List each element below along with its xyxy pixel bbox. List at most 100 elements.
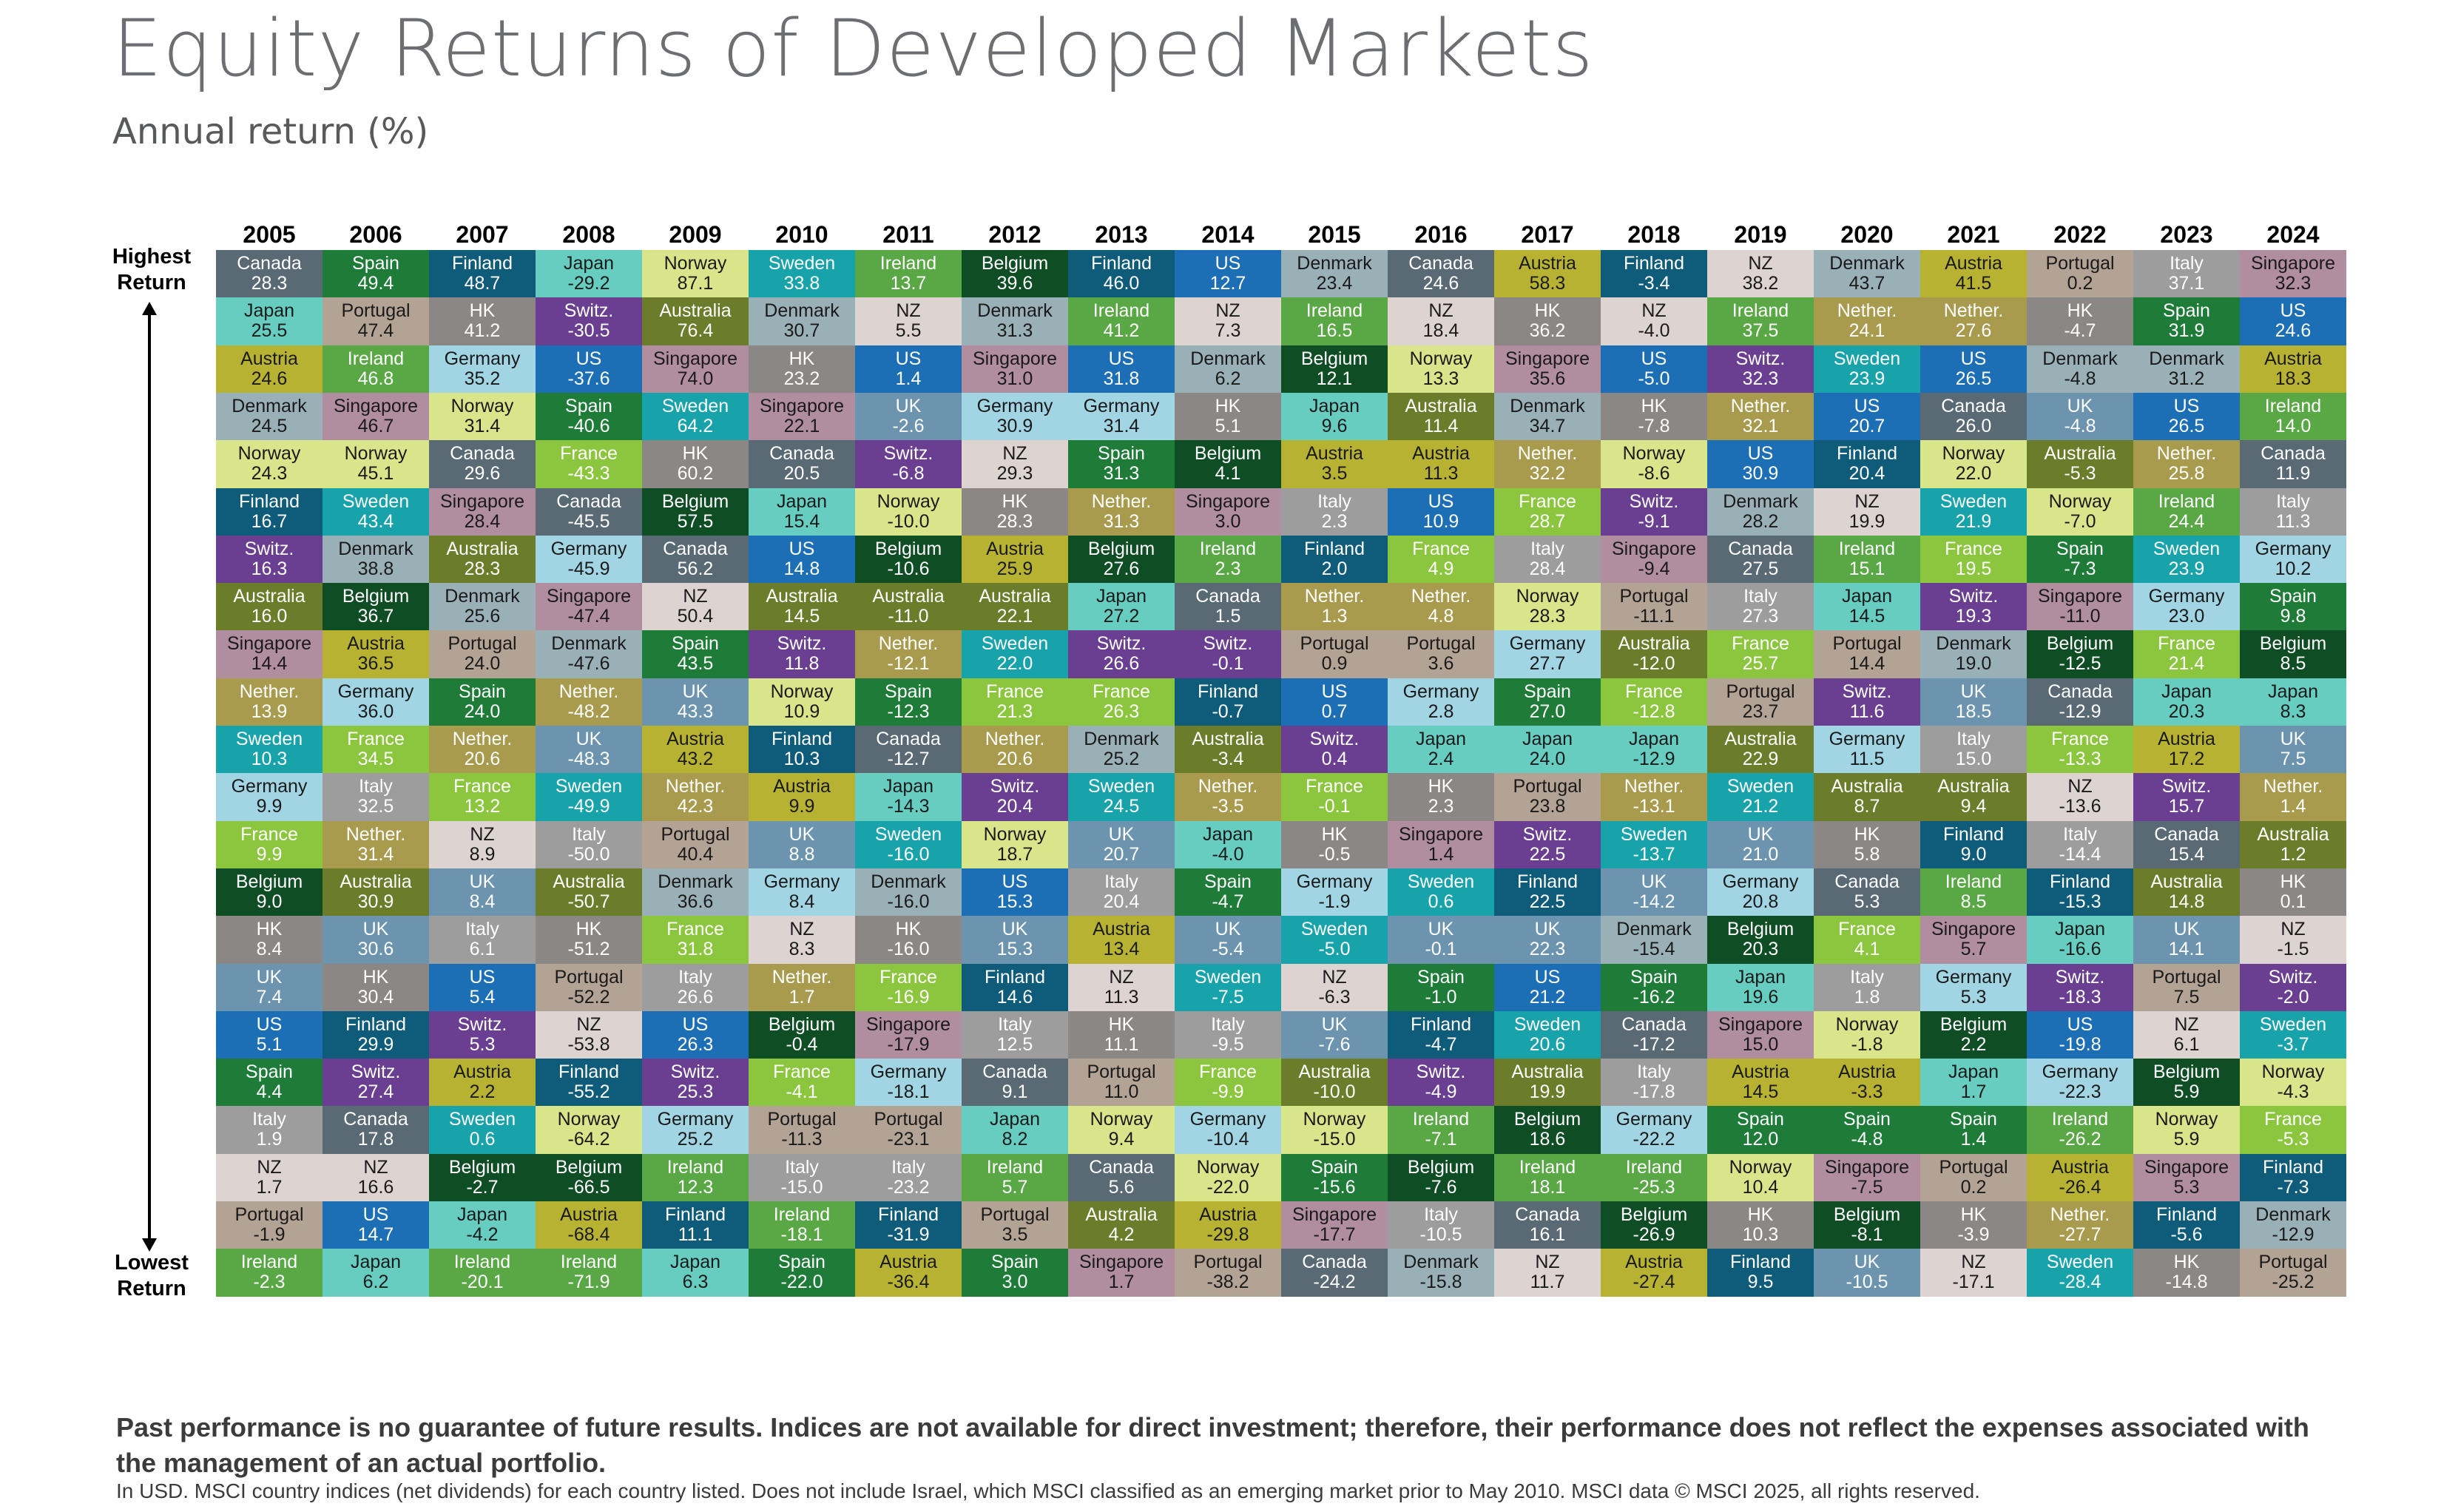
return-cell: Australia 14.5 xyxy=(749,583,855,631)
country-label: Japan xyxy=(1948,1062,1999,1082)
country-label: Japan xyxy=(2054,919,2106,939)
return-value: 13.7 xyxy=(890,273,927,294)
country-label: Japan xyxy=(1841,586,1893,607)
country-label: Norway xyxy=(2048,491,2112,512)
country-label: Denmark xyxy=(1723,491,1798,512)
country-label: Portugal xyxy=(1726,681,1795,702)
return-cell: UK 22.3 xyxy=(1494,916,1601,964)
return-cell: Nether. 4.8 xyxy=(1388,583,1494,631)
return-cell: Canada -17.2 xyxy=(1601,1011,1707,1059)
return-value: 41.2 xyxy=(464,320,501,341)
country-label: France xyxy=(1519,491,1576,512)
return-value: -1.9 xyxy=(253,1224,286,1245)
country-label: France xyxy=(773,1062,831,1082)
country-label: US xyxy=(1747,443,1774,464)
return-value: 23.7 xyxy=(1742,701,1779,722)
return-cell: Canada 15.4 xyxy=(2133,821,2240,869)
return-cell: Denmark 24.5 xyxy=(216,393,323,441)
country-label: Canada xyxy=(556,491,621,512)
country-label: NZ xyxy=(1109,967,1134,988)
return-value: -2.0 xyxy=(2277,987,2309,1008)
return-cell: Japan 27.2 xyxy=(1068,583,1175,631)
country-label: France xyxy=(1306,776,1363,797)
return-cell: US 30.9 xyxy=(1707,440,1814,488)
return-value: 14.6 xyxy=(996,987,1033,1008)
return-value: 2.3 xyxy=(1321,511,1348,532)
return-value: -4.8 xyxy=(1851,1129,1883,1150)
return-cell: Denmark 31.2 xyxy=(2133,345,2240,394)
return-value: 10.9 xyxy=(783,701,820,722)
return-cell: Australia 14.8 xyxy=(2133,868,2240,917)
country-label: Japan xyxy=(2267,681,2319,702)
return-cell: Italy -50.0 xyxy=(536,821,642,869)
return-value: 6.1 xyxy=(2173,1034,2200,1055)
country-label: Nether. xyxy=(239,681,300,702)
return-value: 35.2 xyxy=(464,368,501,389)
return-value: 11.0 xyxy=(1104,1081,1139,1102)
return-cell: Singapore 46.7 xyxy=(323,393,429,441)
return-value: -7.3 xyxy=(2277,1177,2309,1198)
country-label: Italy xyxy=(2170,253,2204,274)
return-value: 1.7 xyxy=(789,987,815,1008)
return-cell: Australia 28.3 xyxy=(429,536,536,584)
return-value: -17.8 xyxy=(1633,1081,1675,1102)
return-cell: Austria 9.9 xyxy=(749,773,855,821)
country-label: UK xyxy=(575,729,602,749)
return-cell: Singapore -17.7 xyxy=(1281,1201,1388,1249)
return-value: 30.7 xyxy=(783,320,820,341)
return-cell: Finland 29.9 xyxy=(323,1011,429,1059)
country-label: Germany xyxy=(2148,586,2225,607)
year-header: 2009 xyxy=(669,221,722,248)
country-label: Norway xyxy=(450,396,514,416)
return-value: -6.3 xyxy=(1318,987,1351,1008)
return-value: -47.4 xyxy=(567,606,610,627)
return-cell: Norway 9.4 xyxy=(1068,1106,1175,1154)
country-label: US xyxy=(1002,871,1028,892)
country-label: Australia xyxy=(659,300,732,321)
return-value: -5.3 xyxy=(2277,1129,2309,1150)
return-cell: HK 30.4 xyxy=(323,964,429,1012)
return-cell: Germany 5.3 xyxy=(1920,964,2027,1012)
country-label: NZ xyxy=(1215,300,1240,321)
return-cell: Portugal 3.6 xyxy=(1388,630,1494,678)
return-cell: Austria 14.5 xyxy=(1707,1059,1814,1107)
return-value: 8.3 xyxy=(789,939,815,959)
return-cell: Japan -12.9 xyxy=(1601,726,1707,774)
return-value: 20.3 xyxy=(2168,701,2205,722)
country-label: HK xyxy=(2067,300,2093,321)
return-value: 5.7 xyxy=(1002,1177,1028,1198)
return-value: -16.9 xyxy=(887,987,930,1008)
return-cell: Nether. -13.1 xyxy=(1601,773,1707,821)
return-cell: Nether. 32.1 xyxy=(1707,393,1814,441)
country-label: Singapore xyxy=(1079,1252,1164,1272)
return-value: -50.0 xyxy=(567,844,610,865)
return-cell: Sweden 0.6 xyxy=(429,1106,536,1154)
return-cell: Italy -15.0 xyxy=(749,1154,855,1202)
country-label: Australia xyxy=(1724,729,1797,749)
return-cell: Finland 11.1 xyxy=(642,1201,749,1249)
return-value: -5.4 xyxy=(1212,939,1244,959)
return-cell: Japan -14.3 xyxy=(855,773,962,821)
return-cell: Germany 2.8 xyxy=(1388,678,1494,726)
return-value: 1.7 xyxy=(1960,1081,1987,1102)
return-cell: Singapore 1.4 xyxy=(1388,821,1494,869)
return-value: 0.6 xyxy=(469,1129,496,1150)
country-label: US xyxy=(682,1014,709,1035)
country-label: Switz. xyxy=(1629,491,1679,512)
return-cell: NZ 50.4 xyxy=(642,583,749,631)
return-cell: Spain 31.9 xyxy=(2133,297,2240,345)
country-label: Sweden xyxy=(1407,871,1475,892)
return-value: -14.4 xyxy=(2059,844,2101,865)
country-label: Sweden xyxy=(768,253,836,274)
return-cell: Portugal 40.4 xyxy=(642,821,749,869)
return-cell: Portugal -11.3 xyxy=(749,1106,855,1154)
country-label: HK xyxy=(1108,1014,1135,1035)
return-cell: Austria 17.2 xyxy=(2133,726,2240,774)
return-cell: Switz. 22.5 xyxy=(1494,821,1601,869)
return-value: 5.7 xyxy=(1960,939,1987,959)
country-label: Spain xyxy=(1311,1157,1358,1178)
return-cell: HK -7.8 xyxy=(1601,393,1707,441)
return-cell: Denmark 38.8 xyxy=(323,536,429,584)
return-value: 13.2 xyxy=(464,796,501,817)
return-value: -22.2 xyxy=(1633,1129,1675,1150)
